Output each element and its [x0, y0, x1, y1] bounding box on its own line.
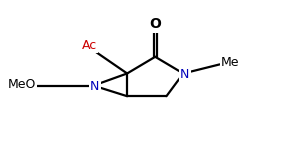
Text: MeO: MeO: [8, 78, 36, 91]
Text: Ac: Ac: [82, 39, 97, 52]
Text: N: N: [180, 68, 189, 81]
Text: O: O: [149, 17, 161, 31]
Text: Me: Me: [221, 56, 240, 69]
Text: N: N: [90, 80, 99, 93]
